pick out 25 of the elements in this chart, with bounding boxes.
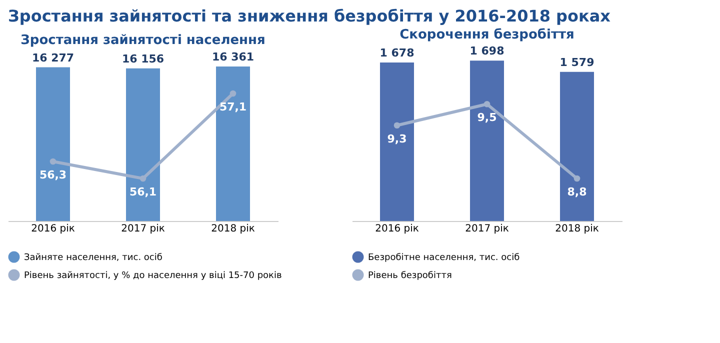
legend-label: Безробітне населення, тис. осіб [368, 253, 520, 263]
x-tick-label: 2016 рік [375, 224, 419, 234]
x-tick-label: 2017 рік [121, 224, 165, 234]
data-label: 8,8 [567, 186, 587, 198]
x-tick-label: 2016 рік [31, 224, 75, 234]
chart-title: Зростання зайнятості та зниження безробіття у 2016-2018 роках [8, 6, 612, 26]
chart-title: Скорочення безробіття [400, 28, 574, 43]
legend-label: Зайняте населення, тис. осіб [24, 253, 163, 263]
data-label: 1 698 [470, 44, 504, 58]
data-label: 9,5 [477, 111, 497, 124]
data-label: 1 678 [380, 46, 414, 60]
data-label: 16 156 [122, 52, 164, 66]
data-label: 1 579 [560, 56, 594, 69]
data-label: 56,1 [129, 186, 157, 198]
data-label: 57,1 [219, 100, 247, 114]
data-label: 16 277 [32, 51, 74, 64]
x-tick-label: 2018 рік [211, 224, 255, 234]
data-label: 16 361 [212, 50, 254, 64]
data-label: 9,3 [387, 132, 407, 146]
legend-label: Рівень безробіття [368, 271, 452, 281]
data-label: 56,3 [39, 168, 67, 182]
x-tick-label: 2018 рік [555, 224, 599, 234]
x-tick-label: 2017 рік [465, 224, 509, 234]
legend-label: Рівень зайнятості, у % до населення у віці 15-70 років [24, 271, 282, 281]
chart-subtitle: Зростання зайнятості населення [20, 33, 266, 48]
